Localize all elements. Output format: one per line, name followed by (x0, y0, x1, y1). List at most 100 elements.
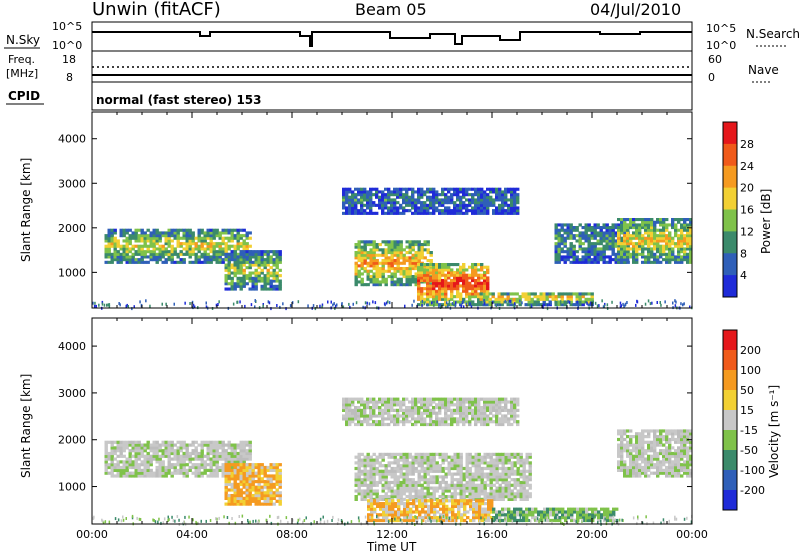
data-cell (390, 264, 394, 268)
data-cell (411, 469, 415, 473)
data-cell (426, 300, 430, 304)
data-cell (399, 256, 403, 260)
data-cell (500, 297, 504, 301)
data-cell (393, 240, 397, 244)
data-cell (480, 489, 484, 493)
data-cell (453, 271, 457, 275)
data-cell (459, 469, 463, 473)
data-cell (188, 451, 192, 456)
data-cell (552, 510, 556, 514)
data-cell (366, 475, 370, 479)
data-cell (435, 268, 439, 272)
data-cell (465, 289, 469, 293)
data-cell (248, 260, 252, 264)
data-cell (257, 494, 261, 498)
data-cell (498, 198, 502, 202)
data-cell (372, 248, 376, 252)
data-cell (594, 507, 598, 511)
scatter-point (192, 303, 195, 307)
data-cell (459, 211, 463, 215)
data-cell (269, 255, 273, 259)
data-cell (194, 474, 198, 478)
data-cell (158, 449, 162, 453)
data-cell (590, 247, 594, 251)
data-cell (480, 193, 484, 197)
data-cell (224, 268, 228, 272)
scatter-point (445, 301, 448, 305)
data-cell (487, 510, 491, 514)
data-cell (248, 443, 252, 447)
scatter-point (519, 299, 521, 303)
data-cell (644, 220, 648, 224)
data-cell (522, 489, 526, 493)
data-cell (587, 226, 591, 230)
scatter-point (118, 302, 120, 305)
data-cell (408, 203, 412, 207)
data-cell (119, 234, 123, 238)
data-cell (104, 440, 108, 444)
data-cell (242, 443, 246, 447)
data-cell (436, 502, 440, 506)
data-cell (170, 260, 174, 264)
data-cell (390, 259, 394, 263)
data-cell (471, 458, 475, 462)
data-cell (602, 226, 606, 230)
data-cell (369, 464, 373, 468)
data-cell (477, 300, 481, 304)
data-cell (498, 209, 502, 213)
data-cell (345, 193, 349, 197)
status-panel-frame (91, 21, 693, 111)
data-cell (233, 287, 237, 291)
data-cell (441, 198, 445, 202)
data-cell (236, 247, 240, 251)
data-cell (110, 446, 114, 450)
data-cell (490, 504, 494, 508)
data-cell (581, 300, 585, 304)
data-cell (483, 292, 487, 296)
data-cell (396, 245, 400, 249)
data-cell (266, 279, 270, 283)
data-cell (554, 303, 558, 307)
data-cell (155, 465, 159, 470)
data-cell (554, 226, 558, 230)
data-cell (417, 265, 421, 269)
data-cell (429, 271, 433, 275)
data-cell (510, 211, 514, 215)
data-cell (555, 507, 559, 511)
data-cell (396, 201, 400, 205)
data-cell (460, 513, 464, 517)
data-cell (354, 283, 358, 287)
data-cell (342, 406, 346, 410)
data-cell (510, 198, 514, 202)
data-cell (110, 449, 114, 453)
data-cell (475, 507, 479, 511)
data-cell (430, 504, 434, 508)
data-cell (188, 231, 192, 235)
data-cell (278, 255, 282, 259)
data-cell (257, 482, 261, 486)
data-cell (233, 465, 237, 470)
data-cell (203, 231, 207, 235)
data-cell (459, 195, 463, 199)
data-cell (215, 460, 219, 464)
data-cell (423, 480, 427, 485)
data-cell (441, 461, 445, 465)
scatter-point (385, 301, 388, 305)
data-cell (665, 236, 669, 240)
data-cell (417, 475, 421, 479)
data-cell (603, 510, 607, 514)
data-cell (345, 400, 349, 404)
scatter-point (101, 302, 104, 306)
data-cell (230, 465, 234, 470)
data-cell (212, 252, 216, 256)
data-cell (462, 271, 466, 275)
data-cell (194, 451, 198, 456)
data-cell (239, 250, 243, 254)
data-cell (372, 253, 376, 257)
data-cell (602, 236, 606, 240)
data-cell (360, 277, 364, 281)
data-cell (668, 242, 672, 246)
data-cell (381, 211, 385, 215)
data-cell (575, 295, 579, 299)
data-cell (152, 250, 156, 254)
